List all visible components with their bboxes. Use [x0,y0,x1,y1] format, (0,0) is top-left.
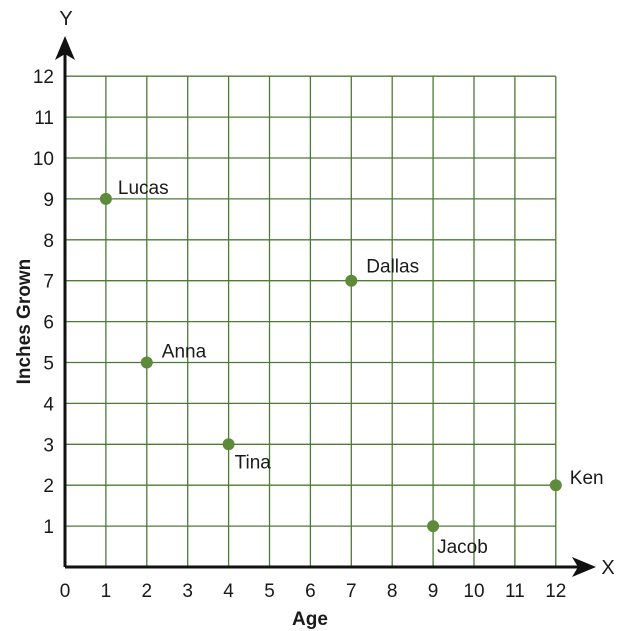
data-point [345,274,358,287]
x-tick-label: 7 [346,581,357,602]
x-tick-label: 9 [428,581,439,602]
y-tick-label: 10 [33,149,54,170]
x-tick-label: 12 [545,581,566,602]
y-tick-label: 3 [43,435,54,456]
y-axis-title: Inches Grown [14,259,35,385]
x-tick-label: 6 [305,581,316,602]
x-axis-title: Age [292,609,328,630]
y-tick-label: 2 [43,476,54,497]
y-tick-label: 6 [43,313,54,334]
y-axis-name: Y [59,8,72,30]
y-tick-label: 9 [43,190,54,211]
x-axis-arrow-icon [572,557,596,577]
data-point [99,192,112,205]
y-axis-arrow-icon [55,36,75,60]
y-tick-label: 11 [34,108,54,129]
x-tick-label: 11 [505,581,525,602]
point-label: Ken [570,468,604,489]
y-tick-label: 7 [43,272,54,293]
y-tick-label: 4 [43,394,54,415]
y-tick-label: 12 [33,67,54,88]
point-label: Anna [162,342,207,363]
point-label: Lucas [118,178,169,199]
data-point [222,438,235,451]
x-tick-label: 3 [182,581,193,602]
grid [65,75,557,567]
x-tick-label: 2 [142,581,153,602]
data-point [549,479,562,492]
data-point [427,520,440,533]
x-tick-label: 5 [264,581,275,602]
data-points: Lucas Anna Tina Dallas Jacob Ken [99,178,604,558]
y-tick-label: 8 [43,231,54,252]
x-tick-label: 10 [463,581,484,602]
y-tick-label: 5 [43,354,54,375]
x-tick-label: 8 [387,581,398,602]
y-tick-label: 1 [43,517,54,538]
x-tick-label: 1 [101,581,112,602]
x-tick-labels: 0 1 2 3 4 5 6 7 8 9 10 11 12 [60,581,567,602]
data-point [140,356,153,369]
point-label: Dallas [366,257,419,278]
x-tick-label: 4 [223,581,234,602]
point-label: Tina [235,452,272,473]
x-axis-name: X [601,557,614,579]
x-tick-label: 0 [60,581,71,602]
axes: X Y [55,8,615,579]
point-label: Jacob [437,537,488,558]
